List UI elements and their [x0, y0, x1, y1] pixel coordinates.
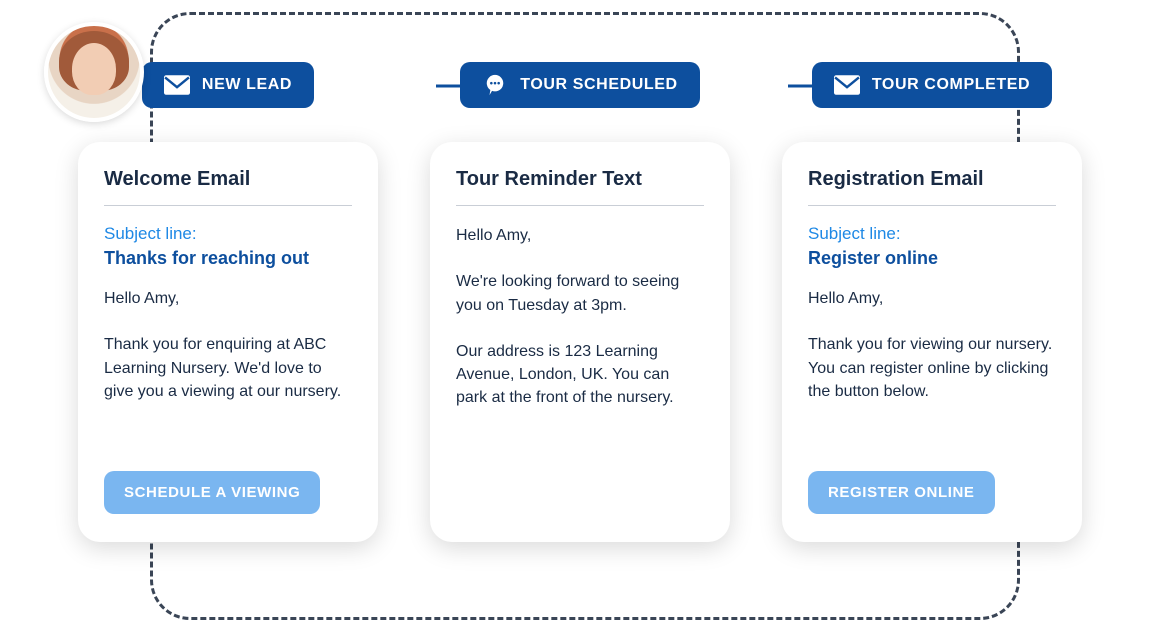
- card-title: Tour Reminder Text: [456, 168, 704, 191]
- lead-avatar: [44, 22, 144, 122]
- card-divider: [104, 205, 352, 206]
- pill-tour-scheduled: TOUR SCHEDULED: [460, 62, 699, 108]
- subject-line: Register online: [808, 248, 1056, 269]
- pill-tour-completed: TOUR COMPLETED: [812, 62, 1052, 108]
- card-welcome-email: Welcome Email Subject line: Thanks for r…: [78, 142, 378, 542]
- subject-line: Thanks for reaching out: [104, 248, 352, 269]
- pill-label: TOUR COMPLETED: [872, 76, 1030, 94]
- stage-tour-scheduled: TOUR SCHEDULED Tour Reminder Text Hello …: [430, 62, 730, 542]
- pill-label: NEW LEAD: [202, 76, 292, 94]
- card-title: Registration Email: [808, 168, 1056, 191]
- card-title: Welcome Email: [104, 168, 352, 191]
- card-divider: [456, 205, 704, 206]
- chat-icon: [482, 74, 508, 96]
- subject-label: Subject line:: [104, 224, 352, 244]
- card-tour-reminder: Tour Reminder Text Hello Amy, We're look…: [430, 142, 730, 542]
- mail-icon: [834, 74, 860, 96]
- mail-icon: [164, 74, 190, 96]
- pill-new-lead: NEW LEAD: [142, 62, 314, 108]
- pill-label: TOUR SCHEDULED: [520, 76, 677, 94]
- card-registration-email: Registration Email Subject line: Registe…: [782, 142, 1082, 542]
- sms-body: Hello Amy, We're looking forward to seei…: [456, 224, 704, 514]
- register-online-button[interactable]: REGISTER ONLINE: [808, 471, 995, 514]
- email-body: Hello Amy, Thank you for enquiring at AB…: [104, 287, 352, 451]
- stage-tour-completed: TOUR COMPLETED Registration Email Subjec…: [782, 62, 1082, 542]
- stages-row: NEW LEAD Welcome Email Subject line: Tha…: [0, 62, 1160, 542]
- subject-label: Subject line:: [808, 224, 1056, 244]
- stage-new-lead: NEW LEAD Welcome Email Subject line: Tha…: [78, 62, 378, 542]
- card-divider: [808, 205, 1056, 206]
- schedule-viewing-button[interactable]: SCHEDULE A VIEWING: [104, 471, 320, 514]
- email-body: Hello Amy, Thank you for viewing our nur…: [808, 287, 1056, 451]
